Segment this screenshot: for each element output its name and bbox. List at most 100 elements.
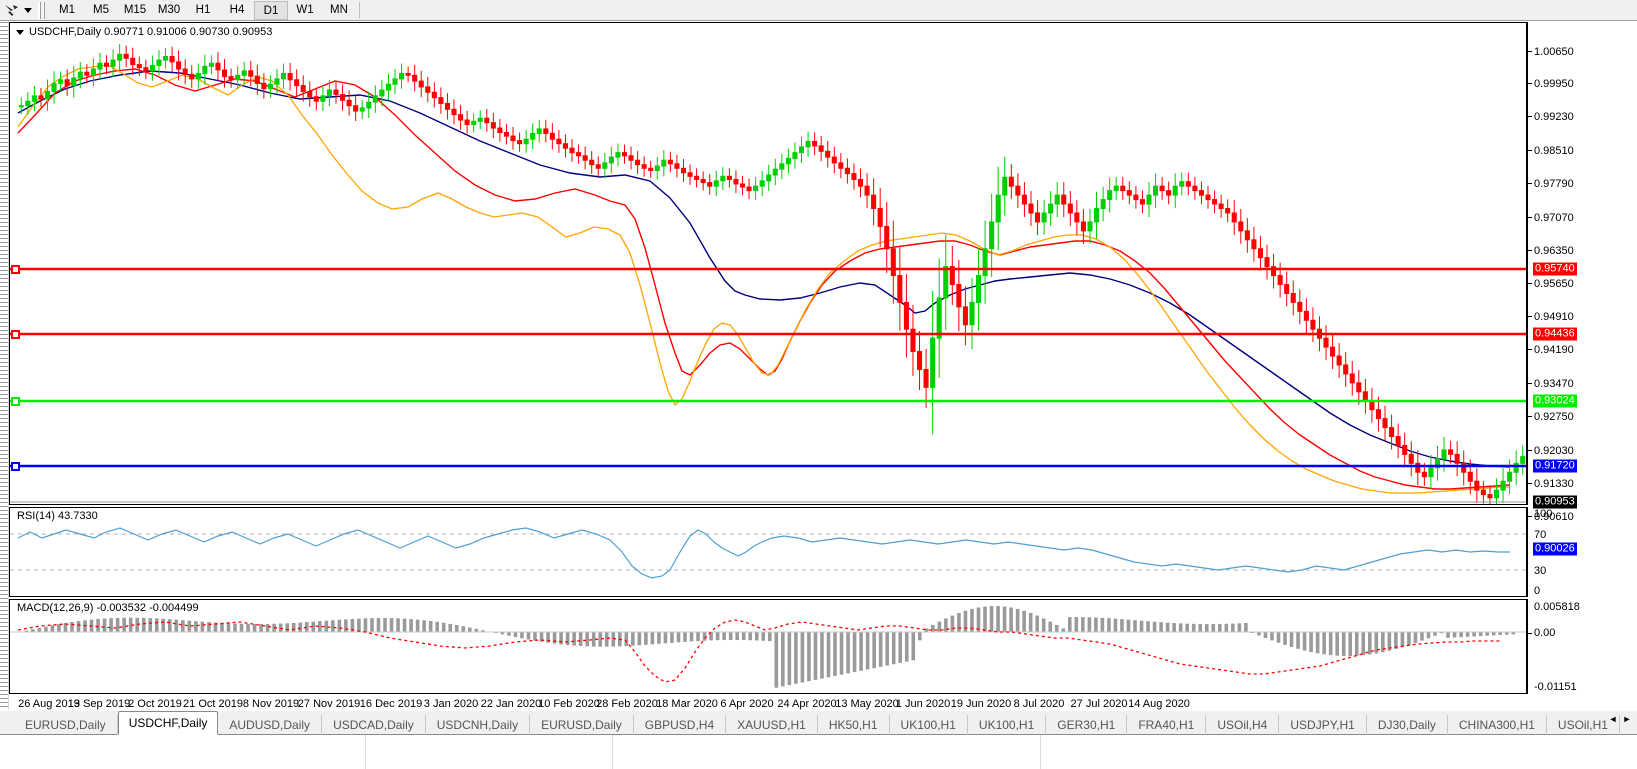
timeframe-m5[interactable]: M5 [93,3,109,16]
macd-histogram-bar [539,632,544,642]
symbol-tab-china300-h1[interactable]: CHINA300,H1 [1448,715,1547,735]
candle-body [44,90,51,100]
macd-histogram-bar [957,612,961,632]
symbol-tab-audusd-daily[interactable]: AUDUSD,Daily [218,715,323,735]
symbol-tab-usdjpy-h1[interactable]: USDJPY,H1 [1279,715,1367,735]
symbol-tab-fra40-h1[interactable]: FRA40,H1 [1127,715,1207,735]
candle-body [359,107,365,112]
price-pane[interactable]: USDCHF,Daily 0.90771 0.91006 0.90730 0.9… [9,22,1527,505]
macd-histogram-bar [441,622,446,632]
macd-histogram-bar [1185,623,1189,632]
pivot-level-tag[interactable]: 0.91720 [1533,459,1577,473]
macd-histogram-bar [552,632,557,644]
candle-body [25,100,31,107]
last-price-tag[interactable]: 0.90953 [1533,495,1577,509]
macd-scale: 0.005818 0.00 -0.01151 [1527,599,1637,694]
date-axis-label: 13 Sep 2019 [67,698,131,710]
macd-histogram-bar [1387,632,1392,651]
rsi-canvas [10,527,1526,579]
symbol-tab-eurusd-daily[interactable]: EURUSD,Daily [530,715,634,735]
timeframe-m30[interactable]: M30 [157,3,181,16]
candle-body [130,57,136,66]
macd-histogram-bar [1165,622,1170,632]
candle-body [982,248,988,277]
candle-body [1035,212,1041,223]
chevron-down-icon[interactable] [22,1,34,20]
macd-histogram-bar [526,632,531,640]
macd-histogram-bar [1302,632,1307,651]
timeframe-m15[interactable]: M15 [123,3,147,16]
chart-vertical-grip[interactable] [0,21,9,710]
macd-histogram-bar [318,621,322,632]
symbol-tab-usoil-h1[interactable]: USOil,H1 [1547,715,1620,735]
macd-histogram-bar [944,618,948,632]
price-scale-axis [1527,22,1528,505]
timeframe-m1[interactable]: M1 [59,3,75,16]
macd-histogram-bar [624,632,629,647]
macd-histogram-bar [859,632,863,671]
candle-body [1264,257,1270,268]
symbol-tab-uk100-h1[interactable]: UK100,H1 [968,715,1047,735]
symbol-tab-gbpusd-h4[interactable]: GBPUSD,H4 [634,715,727,735]
macd-pane[interactable]: MACD(12,26,9) -0.003532 -0.004499 [9,599,1527,694]
macd-histogram-bar [246,623,250,632]
macd-histogram-bar [1048,621,1053,632]
macd-histogram [18,606,1516,688]
macd-histogram-bar [546,632,550,643]
macd-histogram-bar [1218,623,1222,632]
candle-body [313,96,319,102]
candle-body [248,70,254,77]
tab-scroll-next-icon[interactable]: ► [1622,714,1632,724]
macd-histogram-bar [1139,620,1144,632]
candle-body [202,65,208,75]
symbol-tab-ger30-h1[interactable]: GER30,H1 [1046,715,1128,735]
symbol-tab-hk50-h1[interactable]: HK50,H1 [818,715,890,735]
macd-histogram-bar [461,626,466,632]
date-axis-label: 13 May 2020 [835,698,899,710]
support-level-tag[interactable]: 0.93024 [1533,394,1577,408]
chart-ohlc-label: USDCHF,Daily 0.90771 0.91006 0.90730 0.9… [29,26,273,38]
timeframe-d1[interactable]: D1 [254,0,288,20]
macd-histogram-bar [761,632,766,641]
resistance-level-tag[interactable]: 0.95740 [1533,262,1577,276]
price-scale[interactable]: 1.00650 0.99950 0.99230 0.98510 0.97790 0.970… [1527,22,1637,556]
tab-scroll-prev-icon[interactable]: ◄ [1608,714,1618,724]
symbol-tab-usdchf-daily[interactable]: USDCHF,Daily [117,711,219,735]
timeframe-h1[interactable]: H1 [195,3,211,16]
price-tick-mark [1527,349,1532,350]
macd-histogram-bar [70,622,74,632]
price-chart-canvas [10,43,1526,504]
macd-histogram-bar [885,632,889,666]
timeframe-h4[interactable]: H4 [229,3,245,16]
symbol-tab-usdcad-daily[interactable]: USDCAD,Daily [322,715,426,735]
symbol-tab-usdcnh-daily[interactable]: USDCNH,Daily [426,715,531,735]
timeframe-w1[interactable]: W1 [296,3,314,16]
candle-body [962,306,968,326]
macd-histogram-bar [911,632,916,661]
symbol-tab-eurusd-daily[interactable]: EURUSD,Daily [14,715,118,735]
symbol-tab-dj30-daily[interactable]: DJ30,Daily [1367,715,1448,735]
chart-menu-caret-icon[interactable] [16,29,24,35]
price-tick-label: 0.99950 [1534,78,1574,90]
macd-histogram-bar [1250,632,1255,634]
candle-body [1415,462,1421,473]
candle-body [1408,453,1414,464]
pivot-level-tag[interactable]: 0.90026 [1533,542,1577,556]
macd-histogram-bar [422,620,426,632]
macd-histogram-bar [918,632,922,641]
symbol-tab-uk100-h1[interactable]: UK100,H1 [890,715,968,735]
toolbar-grip[interactable] [38,1,46,19]
rsi-pane[interactable]: RSI(14) 43.7330 [9,507,1527,597]
date-axis-label: 28 Feb 2020 [596,698,658,710]
cursor-crosshair-icon[interactable] [0,1,22,20]
rsi-label: RSI(14) 43.7330 [15,510,100,522]
symbol-tab-usoil-h4[interactable]: USOil,H4 [1206,715,1280,735]
candle-body [77,71,83,79]
symbol-tab-xauusd-h1[interactable]: XAUUSD,H1 [726,715,818,735]
resistance-level-tag[interactable]: 0.94436 [1533,327,1577,341]
price-tick-mark [1527,150,1532,151]
macd-histogram-bar [604,632,609,647]
candle-body [405,73,411,76]
timeframe-mn[interactable]: MN [330,3,348,16]
macd-histogram-bar [800,632,805,683]
